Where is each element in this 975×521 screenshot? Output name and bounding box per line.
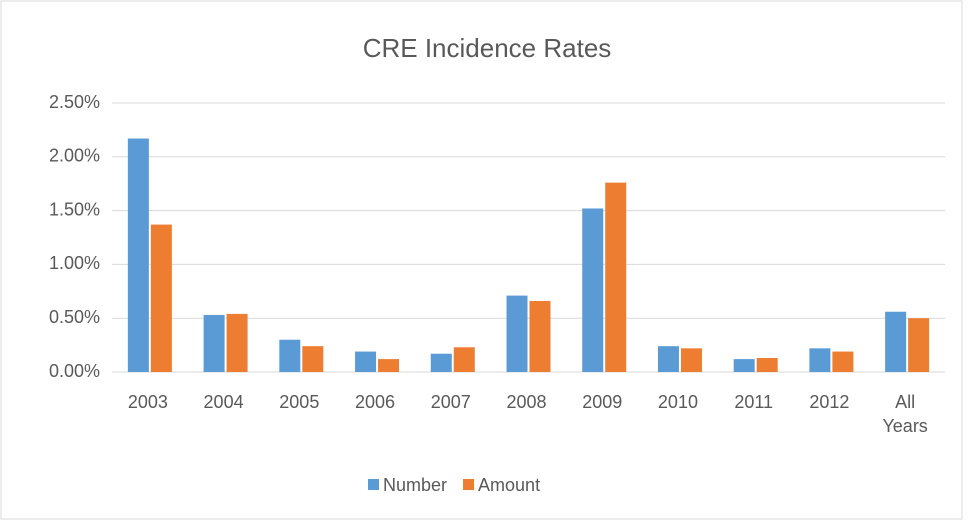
bar: [529, 300, 551, 372]
x-tick-label: 2012: [809, 392, 850, 412]
x-tick-label: 2008: [506, 392, 547, 412]
bar: [279, 339, 301, 372]
bar: [127, 138, 149, 372]
x-tick-label: 2003: [127, 392, 168, 412]
bar: [203, 314, 225, 372]
x-tick-label: 2010: [657, 392, 698, 412]
bar: [150, 224, 172, 372]
bar: [809, 348, 831, 372]
x-tick-label: 2011: [734, 392, 774, 412]
bar: [908, 318, 930, 372]
x-tick-label: 2006: [355, 392, 396, 412]
legend-label: Number: [383, 475, 447, 495]
bar: [832, 351, 854, 372]
y-tick-label: 1.50%: [49, 199, 100, 219]
bar: [885, 311, 907, 372]
y-tick-label: 2.00%: [49, 146, 100, 166]
y-tick-label: 1.00%: [49, 253, 100, 273]
y-tick-label: 2.50%: [49, 92, 100, 112]
bar: [756, 358, 778, 372]
y-tick-label: 0.50%: [49, 307, 100, 327]
bar: [378, 359, 400, 372]
bar: [657, 346, 679, 372]
x-tick-label: 2005: [279, 392, 320, 412]
chart-title: CRE Incidence Rates: [363, 33, 612, 63]
legend-swatch: [463, 479, 475, 490]
bar: [302, 346, 324, 372]
bar: [680, 348, 702, 372]
bar: [430, 353, 452, 372]
bar: [582, 208, 604, 372]
bar: [733, 359, 755, 372]
bar: [226, 313, 248, 372]
legend-label: Amount: [478, 475, 540, 495]
bar: [453, 347, 475, 372]
y-tick-label: 0.00%: [49, 361, 100, 381]
bar: [605, 182, 627, 372]
bar: [506, 295, 528, 372]
x-tick-label: 2007: [430, 392, 471, 412]
bar: [355, 351, 377, 372]
x-tick-label: 2009: [582, 392, 623, 412]
x-tick-label: All Years: [882, 392, 928, 436]
legend-swatch: [368, 479, 379, 490]
x-tick-label: 2004: [203, 392, 244, 412]
